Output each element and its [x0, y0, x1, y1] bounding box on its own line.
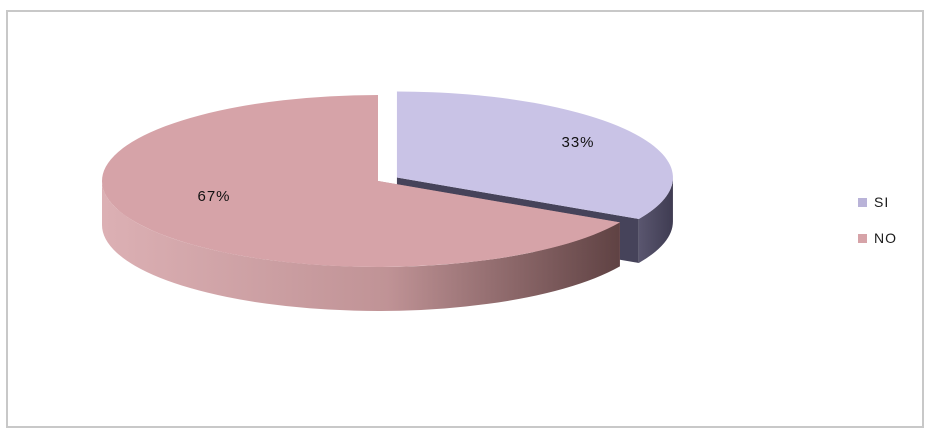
slice-no-top: [102, 95, 620, 267]
legend-label-si: SI: [874, 194, 890, 210]
slice-no-side: [102, 181, 620, 311]
legend-swatch-no: [858, 233, 867, 243]
legend-swatch-si: [858, 197, 867, 207]
data-label-no: 67%: [197, 188, 230, 205]
legend-item-si: SI: [858, 192, 897, 212]
slice-si-side: [638, 177, 673, 263]
chart-legend: SI NO: [858, 192, 897, 264]
legend-item-no: NO: [858, 228, 897, 248]
slice-si-top: [396, 91, 673, 219]
data-label-si: 33%: [561, 134, 594, 151]
legend-label-no: NO: [874, 230, 897, 246]
